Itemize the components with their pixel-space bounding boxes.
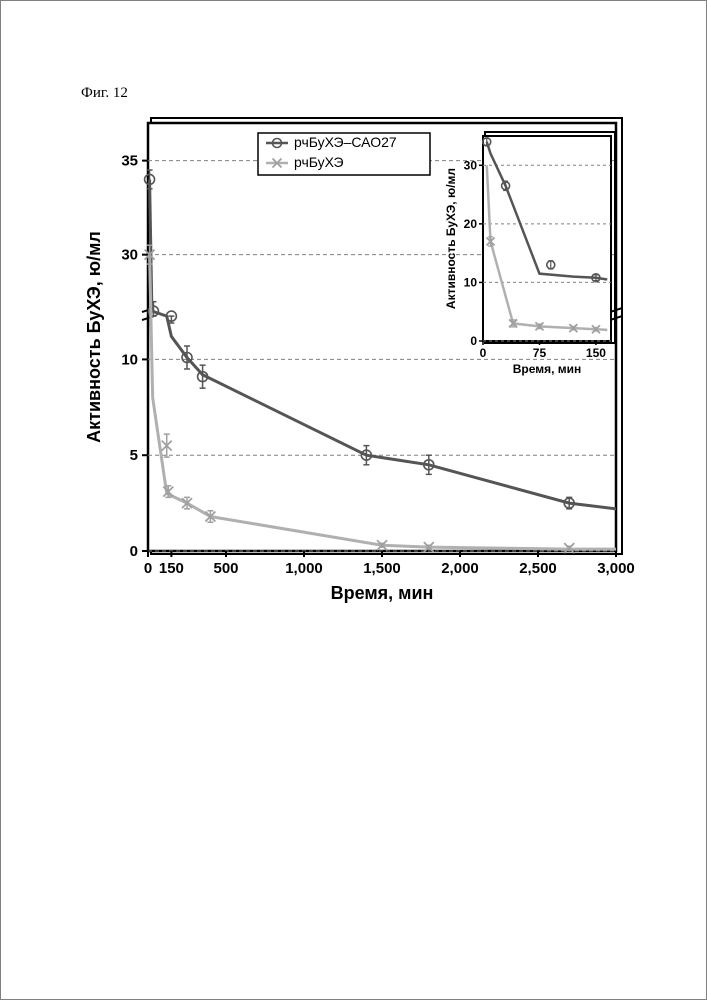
svg-text:20: 20 [464,217,478,231]
page: Фиг. 12 0 5 10 30 35 0 150 500 1,000 1,500 2,000 2,… [0,0,707,1000]
svg-text:150: 150 [159,560,184,577]
svg-text:Время, мин: Время, мин [331,583,434,603]
svg-text:2,000: 2,000 [441,560,479,577]
svg-text:0: 0 [144,560,152,577]
svg-text:30: 30 [121,247,138,264]
svg-text:75: 75 [533,346,547,360]
chart-container: 0 5 10 30 35 0 150 500 1,000 1,500 2,000 2,500 3,000… [78,111,638,641]
chart-svg: 0 5 10 30 35 0 150 500 1,000 1,500 2,000 2,500 3,000… [78,111,638,641]
svg-text:рчБуХЭ: рчБуХЭ [294,154,344,170]
svg-text:Активность БуХЭ, ю/мл: Активность БуХЭ, ю/мл [84,231,104,443]
svg-text:1,500: 1,500 [363,560,401,577]
svg-text:5: 5 [130,447,138,464]
svg-text:Время, мин: Время, мин [513,362,582,376]
svg-text:3,000: 3,000 [597,560,635,577]
svg-text:0: 0 [480,346,487,360]
svg-text:2,500: 2,500 [519,560,557,577]
svg-text:35: 35 [121,153,138,170]
svg-text:0: 0 [470,334,477,348]
figure-label: Фиг. 12 [81,85,128,102]
svg-text:0: 0 [130,543,138,560]
svg-text:рчБуХЭ–САО27: рчБуХЭ–САО27 [294,134,397,150]
svg-text:1,000: 1,000 [285,560,323,577]
svg-text:500: 500 [213,560,238,577]
svg-text:Активность БуХЭ, ю/мл: Активность БуХЭ, ю/мл [444,168,458,309]
svg-text:30: 30 [464,158,478,172]
svg-text:150: 150 [586,346,606,360]
svg-text:10: 10 [121,351,138,368]
svg-text:10: 10 [464,275,478,289]
